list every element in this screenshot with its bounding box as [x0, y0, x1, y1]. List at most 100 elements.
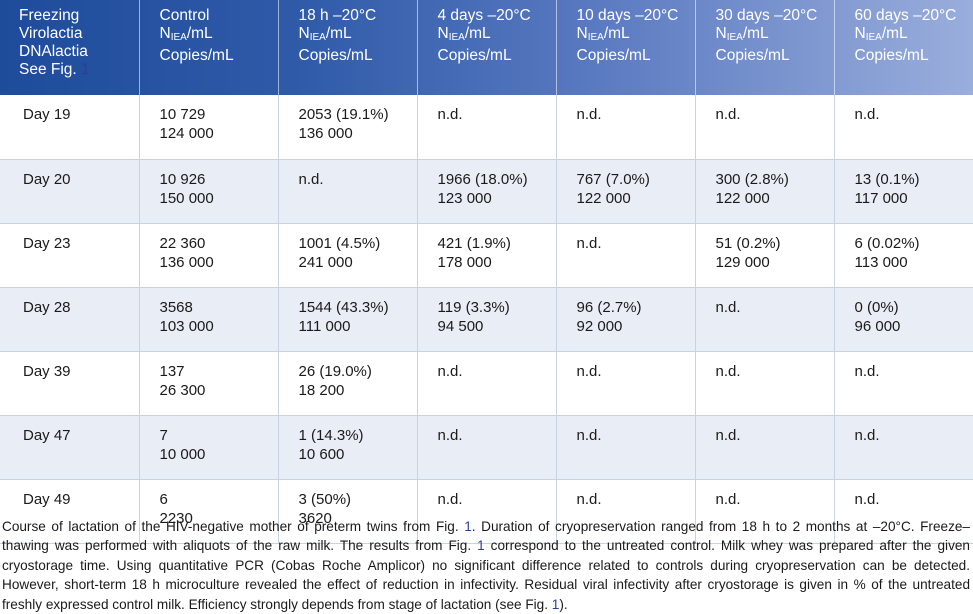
value-cell: 421 (1.9%) 178 000 [417, 223, 557, 288]
copies-value: 26 300 [159, 381, 206, 399]
header-copies-label: Copies/mL [854, 47, 929, 64]
header-cell-condition-1: Control NIEA/mL Copies/mL [139, 0, 279, 95]
niea-value: n.d. [437, 106, 463, 123]
table-row: Day 39 137 26 300 26 (19.0%) 18 200 n.d. n.d. n… [0, 351, 973, 416]
niea-value: 421 (1.9%) [437, 234, 511, 252]
header-line: DNAlactia [19, 43, 88, 60]
header-niea-line: NIEA/mL [299, 25, 411, 47]
niea-value: 6 (0.02%) [854, 234, 920, 252]
copies-value: 111 000 [298, 317, 351, 335]
header-condition-label: 10 days –20°C [576, 7, 679, 24]
value-cell: 1966 (18.0%) 123 000 [417, 159, 557, 224]
value-cell: 300 (2.8%) 122 000 [695, 159, 835, 224]
niea-value: 26 (19.0%) [298, 362, 372, 380]
copies-value: 122 000 [715, 189, 770, 207]
figure-reference: 1 [464, 519, 472, 534]
table-row: Day 28 3568 103 000 1544 (43.3%) 111 000 119 … [0, 287, 973, 352]
copies-value: 178 000 [437, 253, 492, 271]
header-niea-subscript: IEA [170, 32, 187, 43]
header-niea-line: NIEA/mL [855, 25, 968, 47]
value-cell: 137 26 300 [139, 351, 279, 416]
value-cell: 51 (0.2%) 129 000 [695, 223, 835, 288]
data-table: Freezing Virolactia DNAlactia See Fig. 1 Con… [0, 0, 973, 544]
header-niea-symbol: N [298, 25, 310, 42]
niea-value: 10 729 [159, 106, 206, 123]
header-niea-unit: /mL [881, 25, 908, 42]
header-copies-label: Copies/mL [715, 47, 790, 64]
niea-value: n.d. [576, 490, 602, 508]
niea-value: 7 [159, 426, 168, 444]
header-cell-condition-5: 30 days –20°C NIEA/mL Copies/mL [695, 0, 835, 95]
niea-value: 10 926 [159, 170, 206, 188]
copies-value: 122 000 [576, 189, 631, 207]
figure-reference: 1 [81, 61, 90, 78]
day-cell: Day 28 [0, 287, 140, 352]
value-cell: n.d. [695, 415, 835, 480]
niea-value: n.d. [437, 362, 463, 380]
header-line: See Fig. 1 [19, 61, 133, 79]
niea-value: 3 (50%) [298, 490, 352, 508]
header-copies-label: Copies/mL [159, 47, 234, 64]
copies-value: 96 000 [854, 317, 901, 335]
table-caption: Course of lactation of the HIV-negative … [2, 517, 970, 614]
value-cell: n.d. [834, 415, 973, 480]
header-niea-subscript: IEA [448, 32, 465, 43]
niea-value: n.d. [715, 106, 741, 123]
copies-value: 124 000 [159, 125, 214, 142]
caption-text: . Duration of cryopreservation ranged fr… [2, 519, 970, 554]
value-cell: 0 (0%) 96 000 [834, 287, 973, 352]
table-row: Day 49 6 2230 3 (50%) 3620 n.d. n.d. n.d. n.d. [0, 479, 973, 544]
copies-value: 136 000 [159, 253, 214, 271]
value-cell: 3 (50%) 3620 [278, 479, 418, 544]
copies-value: 94 500 [437, 317, 484, 335]
header-condition-label: Control [159, 7, 210, 24]
value-cell: n.d. [695, 479, 835, 544]
niea-value: 0 (0%) [854, 298, 899, 316]
figure-reference: 1 [477, 538, 485, 554]
value-cell: n.d. [417, 351, 557, 416]
value-cell: 22 360 136 000 [139, 223, 279, 288]
header-cell-condition-6: 60 days –20°C NIEA/mL Copies/mL [834, 0, 973, 95]
value-cell: n.d. [834, 95, 973, 160]
table-body: Day 19 10 729 124 000 2053 (19.1%) 136 000 n.… [0, 95, 973, 544]
value-cell: n.d. [278, 159, 418, 224]
copies-value: 241 000 [298, 253, 353, 271]
value-cell: 10 729 124 000 [139, 95, 279, 160]
value-cell: n.d. [834, 351, 973, 416]
header-niea-line: NIEA/mL [716, 25, 828, 47]
header-niea-unit: /mL [325, 25, 352, 42]
niea-value: 1544 (43.3%) [298, 298, 389, 316]
day-cell: Day 39 [0, 351, 140, 416]
table-row: Day 19 10 729 124 000 2053 (19.1%) 136 000 n.… [0, 95, 973, 160]
copies-value: 18 200 [298, 381, 345, 399]
copies-value: 136 000 [298, 125, 353, 142]
header-copies-label: Copies/mL [298, 47, 373, 64]
value-cell: 6 2230 [139, 479, 279, 544]
value-cell: 13 (0.1%) 117 000 [834, 159, 973, 224]
header-condition-label: 4 days –20°C [437, 7, 531, 24]
niea-value: n.d. [715, 426, 741, 444]
copies-value: 123 000 [437, 189, 492, 207]
niea-value: 3568 [159, 298, 193, 316]
table-header: Freezing Virolactia DNAlactia See Fig. 1 Con… [0, 0, 973, 95]
niea-value: n.d. [576, 426, 602, 444]
caption-text: ). [559, 596, 568, 612]
day-cell: Day 19 [0, 95, 140, 160]
value-cell: 767 (7.0%) 122 000 [556, 159, 696, 224]
niea-value: n.d. [854, 426, 880, 444]
header-niea-line: NIEA/mL [438, 25, 550, 47]
value-cell: 26 (19.0%) 18 200 [278, 351, 418, 416]
header-niea-unit: /mL [186, 25, 213, 42]
header-niea-unit: /mL [742, 25, 769, 42]
niea-value: n.d. [437, 426, 463, 444]
niea-value: n.d. [715, 362, 741, 380]
value-cell: n.d. [417, 479, 557, 544]
header-niea-symbol: N [715, 25, 727, 42]
copies-value: 150 000 [159, 189, 214, 207]
header-cell-condition-2: 18 h –20°C NIEA/mL Copies/mL [278, 0, 418, 95]
value-cell: n.d. [695, 351, 835, 416]
value-cell: 96 (2.7%) 92 000 [556, 287, 696, 352]
header-niea-subscript: IEA [726, 32, 743, 43]
header-condition-label: 18 h –20°C [298, 7, 377, 24]
caption-text: Course of lactation of the HIV-negative … [2, 519, 465, 534]
